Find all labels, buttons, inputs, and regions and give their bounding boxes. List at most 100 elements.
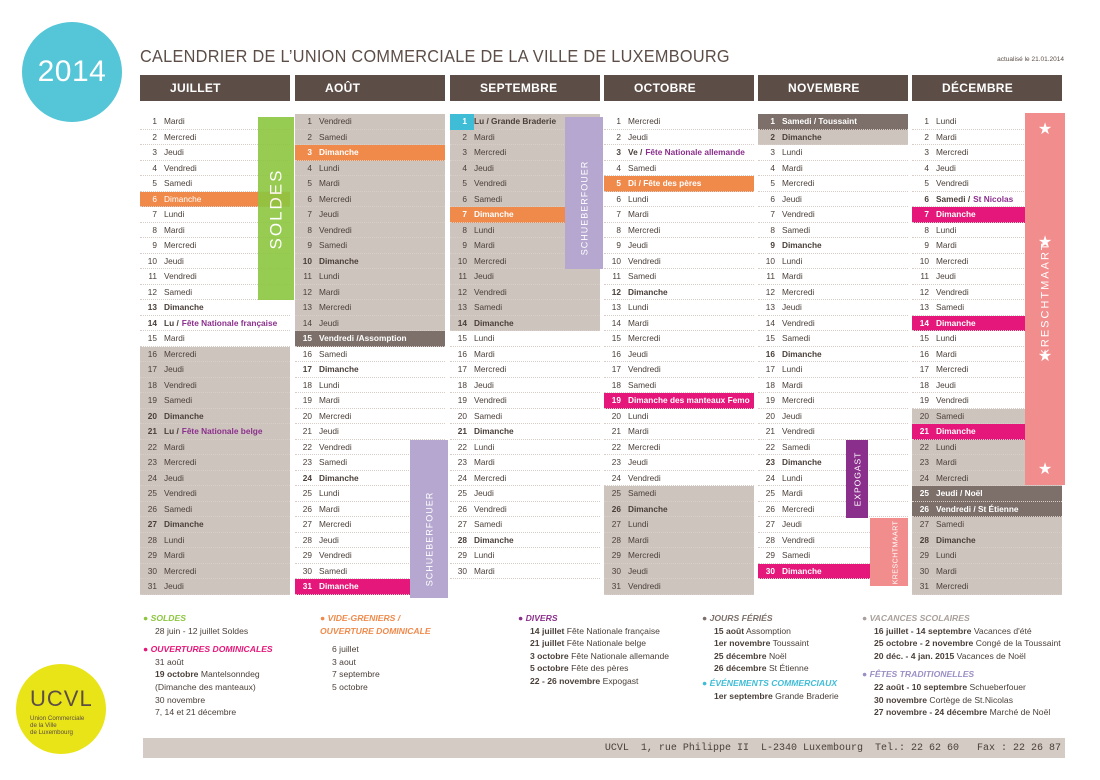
day-number: 25 [611, 488, 621, 498]
day-label: Lundi [164, 534, 185, 545]
day-number: 6 [462, 193, 467, 204]
day-number: 24 [457, 472, 467, 483]
day-row: 3 Mercredi [912, 145, 1062, 161]
day-row: 13 Samedi [912, 300, 1062, 316]
day-label: Mercredi [319, 193, 352, 204]
day-number: 10 [147, 255, 157, 266]
day-row: 27 Jeudi [758, 517, 908, 533]
day-number: 26 [302, 503, 312, 514]
day-row: 20 Jeudi [758, 409, 908, 424]
month-column: SEPTEMBRE 1 Lu / Grande Braderie 2 Mardi 3 Mer… [450, 75, 600, 579]
bullet-icon: ● [862, 613, 870, 623]
day-event: St Nicolas [973, 193, 1014, 204]
day-row: 5 Vendredi [912, 176, 1062, 192]
day-row: 18 Jeudi [912, 378, 1062, 393]
day-number: 9 [770, 240, 775, 250]
day-number: 26 [147, 503, 157, 514]
day-row: 9 Mardi [450, 238, 600, 254]
day-number: 24 [611, 472, 621, 483]
day-label: Vendredi [474, 286, 507, 297]
day-label: Vendredi [164, 162, 197, 173]
day-row: 23 Dimanche [758, 455, 908, 471]
day-row: 7 Lundi [140, 207, 290, 223]
day-row: 4 Lundi [295, 160, 445, 176]
expogast-band-label: EXPOGAST [852, 451, 863, 507]
legend-item: 30 novembre Cortège de St.Nicolas [874, 694, 1014, 705]
day-number: 7 [307, 209, 312, 219]
day-number: 6 [307, 193, 312, 204]
day-row: 1 Mercredi [604, 114, 754, 130]
day-label: Dimanche [782, 565, 822, 576]
day-number: 7 [770, 209, 775, 219]
day-number: 6 [924, 193, 929, 204]
day-row: 16 Samedi [295, 347, 445, 362]
day-number: 22 [919, 441, 929, 452]
legend-item: 21 juillet Fête Nationale belge [530, 638, 647, 649]
bullet-icon: ● [143, 644, 151, 655]
day-label: Samedi [936, 302, 965, 312]
day-label: Vendredi [319, 441, 352, 452]
day-label: Mercredi [319, 519, 352, 529]
day-number: 12 [919, 286, 929, 297]
day-label: Vendredi [936, 286, 969, 297]
day-number: 11 [303, 271, 312, 281]
day-row: 2 Mardi [450, 129, 600, 145]
day-number: 19 [457, 395, 467, 405]
day-label: Vendredi [319, 116, 352, 126]
day-number: 8 [770, 224, 775, 235]
day-label: Mercredi [936, 147, 969, 157]
day-number: 27 [919, 519, 929, 529]
day-label: Jeudi [164, 472, 184, 483]
day-number: 23 [147, 457, 157, 467]
day-label: Samedi [782, 224, 811, 235]
bullet-icon: ● [862, 669, 870, 680]
day-label: Lundi [782, 364, 803, 374]
day-label: Samedi [474, 410, 503, 421]
day-number: 12 [611, 286, 621, 297]
day-label: Samedi [936, 519, 965, 529]
legend-item: 31 août [155, 656, 184, 667]
day-label: Dimanche [782, 240, 822, 250]
day-row: 22 Samedi [758, 440, 908, 455]
day-row: 6 Mercredi [295, 191, 445, 207]
day-row: 15 Lundi [912, 331, 1062, 347]
day-row: 18 Vendredi [140, 377, 290, 393]
day-number: 18 [765, 379, 775, 390]
day-label: Lu / [164, 317, 179, 328]
day-row: 27 Lundi [604, 517, 754, 533]
day-label: Jeudi [936, 271, 956, 281]
day-row: 29 Vendredi [295, 548, 445, 564]
day-label: Lundi [628, 302, 649, 312]
day-number: 23 [611, 457, 621, 467]
day-label: Jeudi [782, 302, 802, 312]
day-number: 1 [450, 114, 474, 130]
day-number: 9 [462, 240, 467, 250]
day-number: 1 [924, 116, 929, 126]
day-number: 22 [457, 441, 467, 452]
day-label: Vendredi [782, 426, 815, 436]
day-label: Lundi [474, 441, 495, 452]
day-number: 20 [611, 410, 621, 421]
day-label: Samedi [319, 131, 348, 142]
day-label: Mercredi [936, 255, 969, 266]
day-number: 9 [307, 240, 312, 250]
day-row: 14 Lu / Fête Nationale française [140, 316, 290, 331]
day-row: 11 Lundi [295, 269, 445, 285]
day-row: 11 Jeudi [912, 269, 1062, 285]
legend-item: 1er septembre Grande Braderie [714, 690, 839, 701]
day-row: 2 Mercredi [140, 130, 290, 145]
day-number: 25 [302, 488, 312, 498]
day-row: 18 Jeudi [450, 378, 600, 393]
soldes-band-label: SOLDES [266, 168, 286, 249]
day-number: 31 [302, 581, 312, 591]
day-row: 25 Lundi [295, 486, 445, 502]
day-label: Jeudi [782, 193, 802, 204]
month-column: NOVEMBRE 1 Samedi / Toussaint 2 Dimanche 3 Lun… [758, 75, 908, 579]
day-row: 4 Jeudi [912, 161, 1062, 176]
day-number: 1 [770, 116, 775, 126]
day-label: Dimanche [936, 426, 976, 436]
day-label: Dimanche [474, 317, 514, 328]
day-label: Jeudi [474, 162, 494, 173]
day-row: 6 Samedi [450, 191, 600, 207]
day-row: 6 Jeudi [758, 192, 908, 207]
